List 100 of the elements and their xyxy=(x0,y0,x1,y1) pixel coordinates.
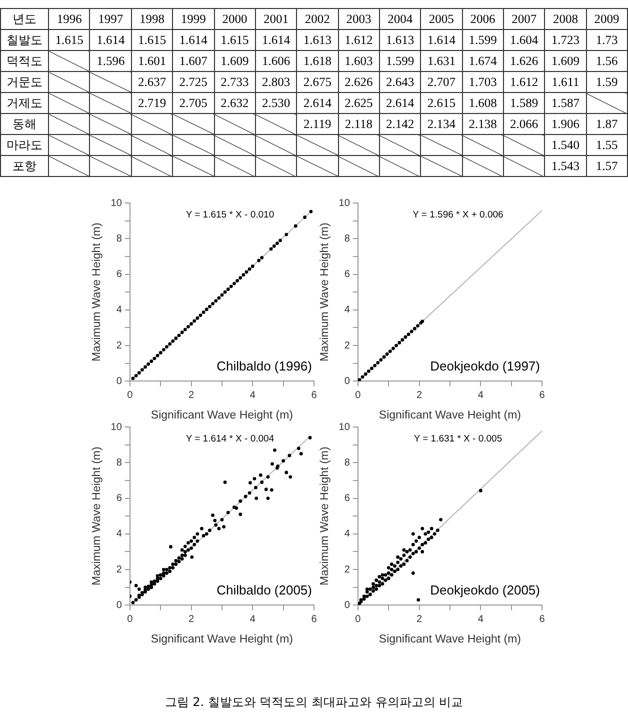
data-label: 1.618 xyxy=(296,50,338,72)
point xyxy=(272,244,276,248)
point xyxy=(238,276,242,280)
x-tick-label: 2009 xyxy=(586,8,628,30)
point xyxy=(269,247,273,251)
data-label: 2.142 xyxy=(379,114,421,134)
x-tick-label: 1997 xyxy=(90,8,132,30)
y-tick-label: 2 xyxy=(344,564,350,576)
point xyxy=(168,342,172,346)
annotation: Y = 1.614 * X - 0.004 xyxy=(186,433,274,444)
annotation: Chilbaldo (1996) xyxy=(216,358,312,374)
x-tick-label: 4 xyxy=(250,390,256,401)
point xyxy=(394,344,398,348)
point xyxy=(309,210,313,214)
data-label: 1.723 xyxy=(544,30,586,50)
data-label: 1.87 xyxy=(586,114,628,134)
point xyxy=(379,358,383,362)
x-tick-label: 0 xyxy=(127,390,134,401)
x-tick-label: 2 xyxy=(416,614,422,625)
data-label: 1.73 xyxy=(586,30,628,50)
point xyxy=(398,341,402,344)
point xyxy=(303,216,306,219)
point xyxy=(156,354,160,358)
x-tick-label: 0 xyxy=(355,390,362,401)
data-label: 1.59 xyxy=(586,72,628,92)
data-label: 1.631 xyxy=(420,50,462,72)
y-tick-label: 0 xyxy=(344,600,350,611)
data-label: 1.599 xyxy=(379,50,421,72)
x-tick-label: 1996 xyxy=(48,8,90,30)
point xyxy=(183,328,187,332)
point xyxy=(358,378,362,382)
y-tick-label: 10 xyxy=(110,422,122,433)
point xyxy=(204,308,208,312)
y-tick-label: 10 xyxy=(338,422,350,433)
data-label: 1.543 xyxy=(544,156,586,176)
point xyxy=(364,372,368,376)
data-label: 2.119 xyxy=(296,114,338,134)
data-label: 1.614 xyxy=(255,30,297,50)
point xyxy=(284,232,288,236)
point xyxy=(226,288,230,291)
data-label: 1.613 xyxy=(379,30,421,50)
x-axis-title: Significant Wave Height (m) xyxy=(150,633,294,646)
annotation: Y = 1.596 * X + 0.006 xyxy=(412,209,504,220)
x-tick-label: 2006 xyxy=(462,8,504,30)
point xyxy=(376,360,380,364)
point xyxy=(198,314,202,317)
y-tick-label: 8 xyxy=(116,457,122,468)
y-tick-label: 8 xyxy=(344,457,350,468)
annotation: Y = 1.631 * X - 0.005 xyxy=(414,433,502,444)
point xyxy=(392,346,395,350)
data-label: 1.615 xyxy=(48,30,90,50)
point xyxy=(214,299,218,303)
y-tick-label: 6 xyxy=(116,269,122,280)
point xyxy=(275,242,279,245)
x-tick-label: 1998 xyxy=(131,8,173,30)
x-tick-label: 2001 xyxy=(255,8,297,30)
data-label: 2.066 xyxy=(503,114,545,134)
data-label: 2.626 xyxy=(338,72,380,92)
point xyxy=(162,348,166,352)
point xyxy=(382,355,386,359)
point xyxy=(202,310,206,314)
x-tick-label: 2008 xyxy=(544,8,586,30)
data-label: 2.118 xyxy=(338,114,380,134)
y-axis-title: Maximum Wave Height (m) xyxy=(91,222,104,362)
annotation: Deokjeokdo (1997) xyxy=(430,358,540,374)
x-tick-label: 6 xyxy=(311,390,318,401)
point xyxy=(360,375,364,379)
data-label: 1.609 xyxy=(544,50,586,72)
y-tick-label: 6 xyxy=(344,269,350,280)
point xyxy=(404,335,408,339)
data-label: 2.632 xyxy=(214,92,256,114)
data-label: 2.530 xyxy=(255,92,297,114)
data-label: 2.675 xyxy=(296,72,338,92)
data-label: 1.612 xyxy=(503,72,545,92)
annotation: Chilbaldo (2005) xyxy=(216,582,312,598)
x-tick-label: 6 xyxy=(539,390,546,401)
point xyxy=(165,345,168,349)
point xyxy=(400,338,404,342)
point xyxy=(137,371,141,375)
x-tick-label: 6 xyxy=(311,614,318,625)
y-tick-label: 칠발도 xyxy=(0,30,49,50)
x-tick-label: 2003 xyxy=(338,8,380,30)
data-label: 1.609 xyxy=(214,50,256,72)
point xyxy=(190,322,193,326)
x-tick-label: 2007 xyxy=(503,8,545,30)
y-tick-label: 거문도 xyxy=(0,72,49,92)
y-tick-label: 4 xyxy=(344,304,350,316)
annotation: Deokjeokdo (2005) xyxy=(430,582,540,598)
x-tick-label: 2 xyxy=(188,390,194,401)
data-label: 1.606 xyxy=(255,50,297,72)
point xyxy=(186,324,190,328)
data-label: 1.587 xyxy=(544,92,586,114)
point xyxy=(223,290,227,294)
y-tick-label: 0 xyxy=(116,376,122,387)
y-tick-label: 10 xyxy=(338,198,350,209)
x-tick-label: 2004 xyxy=(379,8,421,30)
point xyxy=(416,324,420,328)
data-label: 1.614 xyxy=(172,30,214,50)
point xyxy=(146,362,150,366)
y-tick-label: 2 xyxy=(344,340,350,352)
